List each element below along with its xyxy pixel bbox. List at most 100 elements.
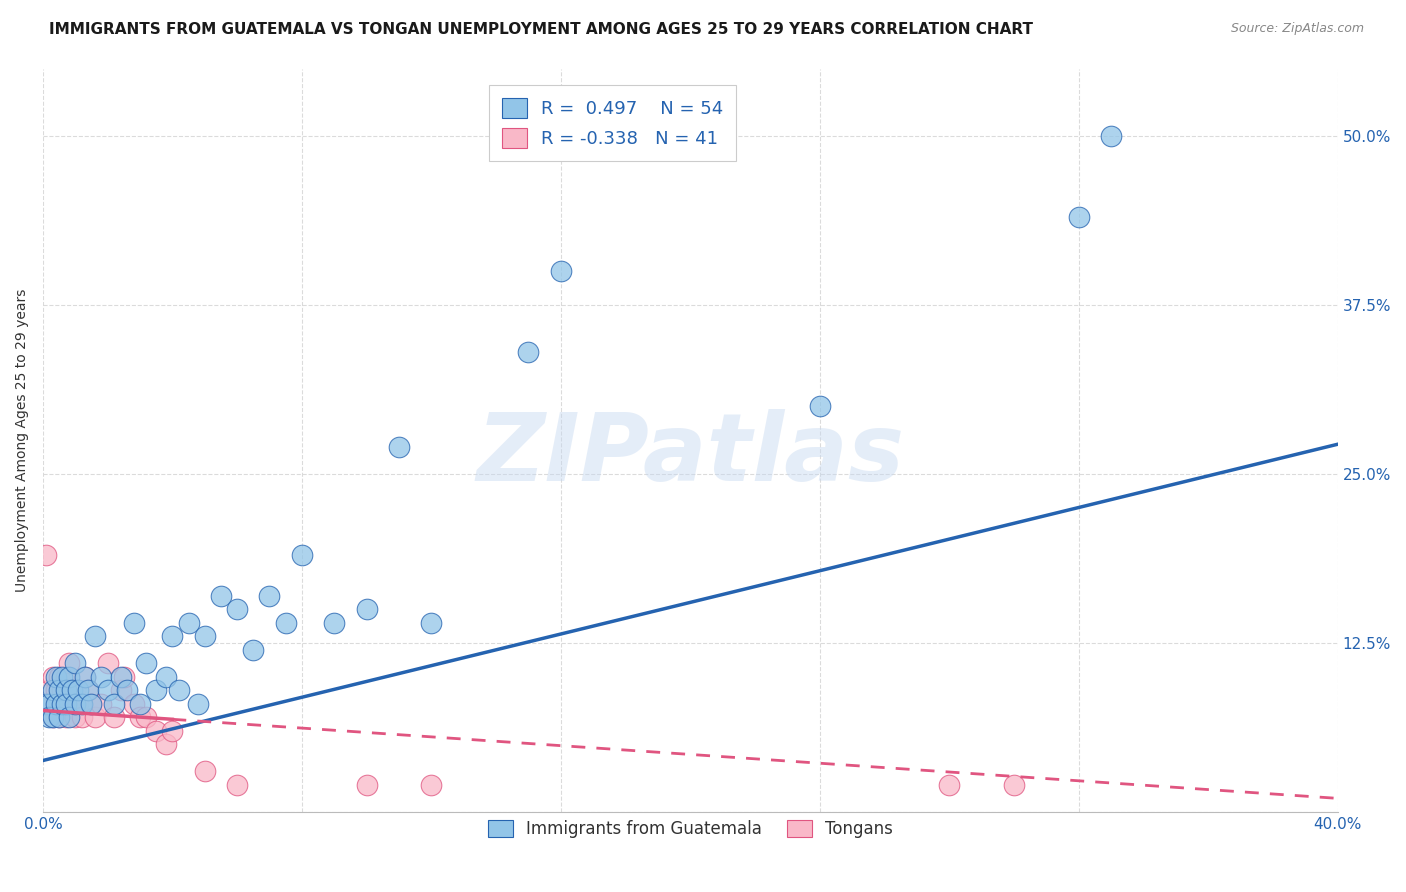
Point — [112, 670, 135, 684]
Point — [135, 657, 157, 671]
Point — [145, 723, 167, 738]
Point — [83, 710, 105, 724]
Point — [135, 710, 157, 724]
Point — [38, 697, 60, 711]
Point — [103, 710, 125, 724]
Point — [51, 683, 73, 698]
Point — [65, 710, 87, 724]
Point — [55, 710, 77, 724]
Point — [58, 670, 80, 684]
Point — [51, 697, 73, 711]
Point — [45, 670, 67, 684]
Point — [67, 697, 90, 711]
Point — [67, 683, 90, 698]
Point — [194, 764, 217, 779]
Point — [226, 602, 249, 616]
Point — [60, 683, 83, 698]
Point — [110, 670, 132, 684]
Point — [73, 670, 96, 684]
Point — [45, 683, 67, 698]
Point — [65, 697, 87, 711]
Point — [83, 629, 105, 643]
Point — [35, 548, 58, 562]
Point — [51, 697, 73, 711]
Point — [80, 697, 103, 711]
Point — [242, 642, 264, 657]
Point — [55, 697, 77, 711]
Text: ZIPatlas: ZIPatlas — [477, 409, 904, 501]
Point — [291, 548, 314, 562]
Point — [55, 683, 77, 698]
Point — [41, 710, 63, 724]
Point — [162, 723, 184, 738]
Point — [70, 697, 93, 711]
Point — [420, 615, 443, 630]
Point — [97, 657, 120, 671]
Point — [110, 683, 132, 698]
Point — [938, 778, 960, 792]
Point — [194, 629, 217, 643]
Legend: Immigrants from Guatemala, Tongans: Immigrants from Guatemala, Tongans — [481, 813, 900, 845]
Point — [38, 710, 60, 724]
Point — [45, 697, 67, 711]
Point — [274, 615, 297, 630]
Point — [129, 710, 152, 724]
Point — [122, 697, 145, 711]
Point — [90, 697, 112, 711]
Point — [77, 683, 100, 698]
Point — [51, 670, 73, 684]
Text: IMMIGRANTS FROM GUATEMALA VS TONGAN UNEMPLOYMENT AMONG AGES 25 TO 29 YEARS CORRE: IMMIGRANTS FROM GUATEMALA VS TONGAN UNEM… — [49, 22, 1033, 37]
Point — [187, 697, 209, 711]
Point — [388, 440, 411, 454]
Point — [145, 683, 167, 698]
Point — [226, 778, 249, 792]
Point — [41, 683, 63, 698]
Point — [129, 697, 152, 711]
Point — [48, 670, 70, 684]
Y-axis label: Unemployment Among Ages 25 to 29 years: Unemployment Among Ages 25 to 29 years — [15, 288, 30, 592]
Point — [58, 710, 80, 724]
Point — [115, 683, 138, 698]
Point — [38, 697, 60, 711]
Point — [122, 615, 145, 630]
Point — [65, 683, 87, 698]
Point — [41, 670, 63, 684]
Point — [155, 670, 177, 684]
Point — [73, 670, 96, 684]
Point — [55, 670, 77, 684]
Point — [808, 400, 831, 414]
Point — [41, 710, 63, 724]
Point — [167, 683, 190, 698]
Point — [35, 697, 58, 711]
Point — [48, 683, 70, 698]
Point — [177, 615, 200, 630]
Point — [58, 683, 80, 698]
Point — [80, 697, 103, 711]
Point — [323, 615, 346, 630]
Point — [60, 697, 83, 711]
Point — [58, 657, 80, 671]
Point — [97, 683, 120, 698]
Point — [259, 589, 281, 603]
Text: Source: ZipAtlas.com: Source: ZipAtlas.com — [1230, 22, 1364, 36]
Point — [48, 710, 70, 724]
Point — [1002, 778, 1025, 792]
Point — [162, 629, 184, 643]
Point — [48, 710, 70, 724]
Point — [103, 697, 125, 711]
Point — [155, 737, 177, 751]
Point — [65, 657, 87, 671]
Point — [1067, 210, 1090, 224]
Point — [38, 683, 60, 698]
Point — [356, 778, 378, 792]
Point — [90, 670, 112, 684]
Point — [70, 710, 93, 724]
Point — [209, 589, 232, 603]
Point — [550, 264, 572, 278]
Point — [77, 683, 100, 698]
Point — [45, 697, 67, 711]
Point — [356, 602, 378, 616]
Point — [420, 778, 443, 792]
Point — [1099, 129, 1122, 144]
Point — [517, 345, 540, 359]
